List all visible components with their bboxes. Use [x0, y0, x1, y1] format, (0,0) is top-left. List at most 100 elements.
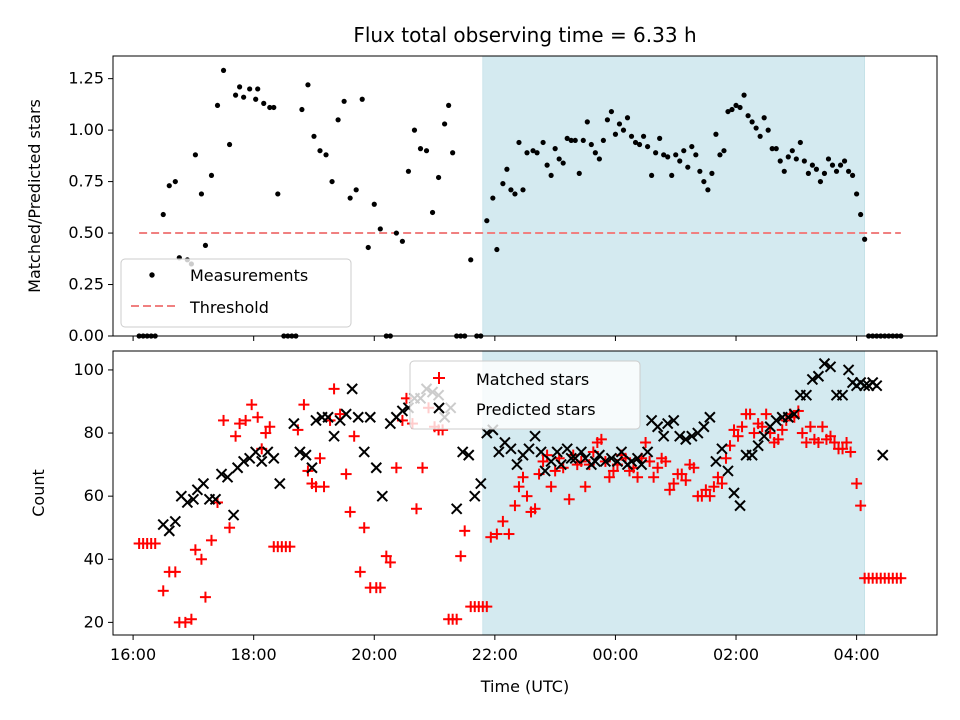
- bottom-y-tick-label: 40: [84, 549, 104, 568]
- measurement-point: [494, 246, 500, 253]
- matched-star-point: [513, 481, 525, 493]
- bottom-legend: Matched stars Predicted stars: [409, 360, 641, 430]
- measurement-point: [399, 238, 406, 244]
- matched-star-point: [195, 553, 207, 565]
- predicted-star-point: [698, 421, 710, 433]
- measurement-point: [192, 152, 198, 158]
- top-y-tick-label: 0.25: [68, 275, 104, 294]
- measurement-point: [544, 162, 550, 168]
- measurement-point: [411, 127, 418, 133]
- predicted-star-point: [358, 446, 370, 458]
- matched-star-point: [497, 515, 509, 527]
- measurement-point: [745, 113, 751, 119]
- matched-star-point: [199, 591, 211, 603]
- measurement-point: [833, 168, 840, 174]
- matched-star-point: [804, 421, 816, 433]
- predicted-star-point: [221, 471, 234, 483]
- predicted-star-point: [858, 380, 871, 392]
- matched-star-point: [855, 500, 867, 512]
- measurement-point: [841, 158, 848, 164]
- bottom-y-tick-label: 100: [73, 360, 104, 379]
- predicted-star-point: [535, 446, 547, 458]
- matched-star-point: [234, 418, 246, 430]
- top-y-axis-label: Matched/Predicted stars: [25, 99, 44, 293]
- matched-star-point: [384, 556, 396, 568]
- measurement-point: [809, 162, 815, 168]
- measurement-point: [560, 160, 566, 166]
- matched-star-point: [668, 478, 680, 490]
- predicted-star-point: [463, 449, 475, 461]
- matched-star-point: [344, 506, 356, 518]
- predicted-star-point: [877, 449, 889, 461]
- measurement-point: [572, 137, 578, 144]
- legend-measurements-marker: [149, 272, 155, 278]
- measurement-point: [267, 104, 273, 111]
- measurement-point: [600, 137, 606, 144]
- measurement-point: [669, 172, 675, 179]
- measurement-point: [365, 244, 371, 251]
- predicted-star-point: [615, 446, 628, 458]
- measurement-point: [862, 236, 868, 242]
- matched-star-point: [756, 421, 768, 433]
- legend-predicted-label: Predicted stars: [476, 400, 596, 419]
- matched-star-point: [736, 421, 748, 433]
- matched-star-point: [491, 528, 503, 540]
- matched-star-point: [298, 399, 310, 411]
- predicted-star-point: [364, 411, 376, 423]
- measurement-point: [793, 156, 799, 162]
- matched-star-point: [230, 430, 242, 442]
- predicted-star-point: [599, 455, 612, 468]
- predicted-star-point: [734, 499, 746, 512]
- matched-star-point: [218, 414, 230, 426]
- measurement-point: [172, 178, 178, 185]
- measurement-point: [761, 115, 767, 121]
- measurement-point: [450, 150, 456, 156]
- measurement-point: [854, 191, 860, 197]
- predicted-star-point: [746, 449, 758, 461]
- matched-star-point: [260, 427, 272, 439]
- predicted-star-point: [505, 443, 517, 455]
- measurement-point: [556, 156, 562, 162]
- matched-star-point: [680, 474, 692, 486]
- matched-star-point: [252, 411, 264, 423]
- measurement-point: [858, 211, 864, 218]
- measurement-point: [729, 106, 735, 113]
- matched-star-point: [660, 455, 672, 467]
- measurement-point: [753, 125, 759, 131]
- measurement-point: [311, 133, 317, 139]
- measurement-point: [198, 191, 205, 197]
- legend-measurements-label: Measurements: [190, 266, 308, 285]
- matched-star-point: [517, 471, 529, 483]
- predicted-star-point: [169, 515, 182, 528]
- measurement-points: [136, 67, 904, 339]
- top-observing-window: [482, 55, 865, 337]
- measurement-point: [801, 158, 807, 164]
- matched-star-point: [837, 443, 849, 455]
- predicted-star-point: [268, 452, 280, 464]
- bottom-panel-frame: [112, 350, 938, 636]
- predicted-star-point: [782, 411, 794, 423]
- measurement-point: [435, 174, 442, 181]
- matched-star-point: [772, 433, 784, 445]
- x-tick-label: 00:00: [592, 645, 638, 664]
- top-chart-title: Flux total observing time = 6.33 h: [353, 23, 696, 47]
- x-tick-label: 16:00: [110, 645, 156, 664]
- predicted-star-point: [187, 493, 200, 506]
- bottom-y-axis: 20 40 60 80 100: [73, 360, 113, 631]
- matched-star-point: [314, 452, 326, 464]
- matched-star-point: [318, 481, 330, 493]
- bottom-y-axis-label: Count: [29, 469, 48, 517]
- measurement-point: [520, 187, 526, 193]
- measurement-point: [377, 226, 383, 232]
- measurement-point: [317, 148, 323, 154]
- predicted-star-point: [493, 446, 505, 458]
- matched-star-point: [179, 616, 191, 628]
- top-legend: Measurements Threshold: [120, 258, 352, 328]
- measurement-point: [405, 168, 412, 174]
- matched-star-point: [264, 421, 276, 433]
- measurement-point: [765, 127, 771, 133]
- measurement-point: [769, 146, 775, 152]
- measurement-point: [741, 92, 747, 98]
- measurement-point: [592, 150, 598, 156]
- measurement-point: [166, 183, 172, 189]
